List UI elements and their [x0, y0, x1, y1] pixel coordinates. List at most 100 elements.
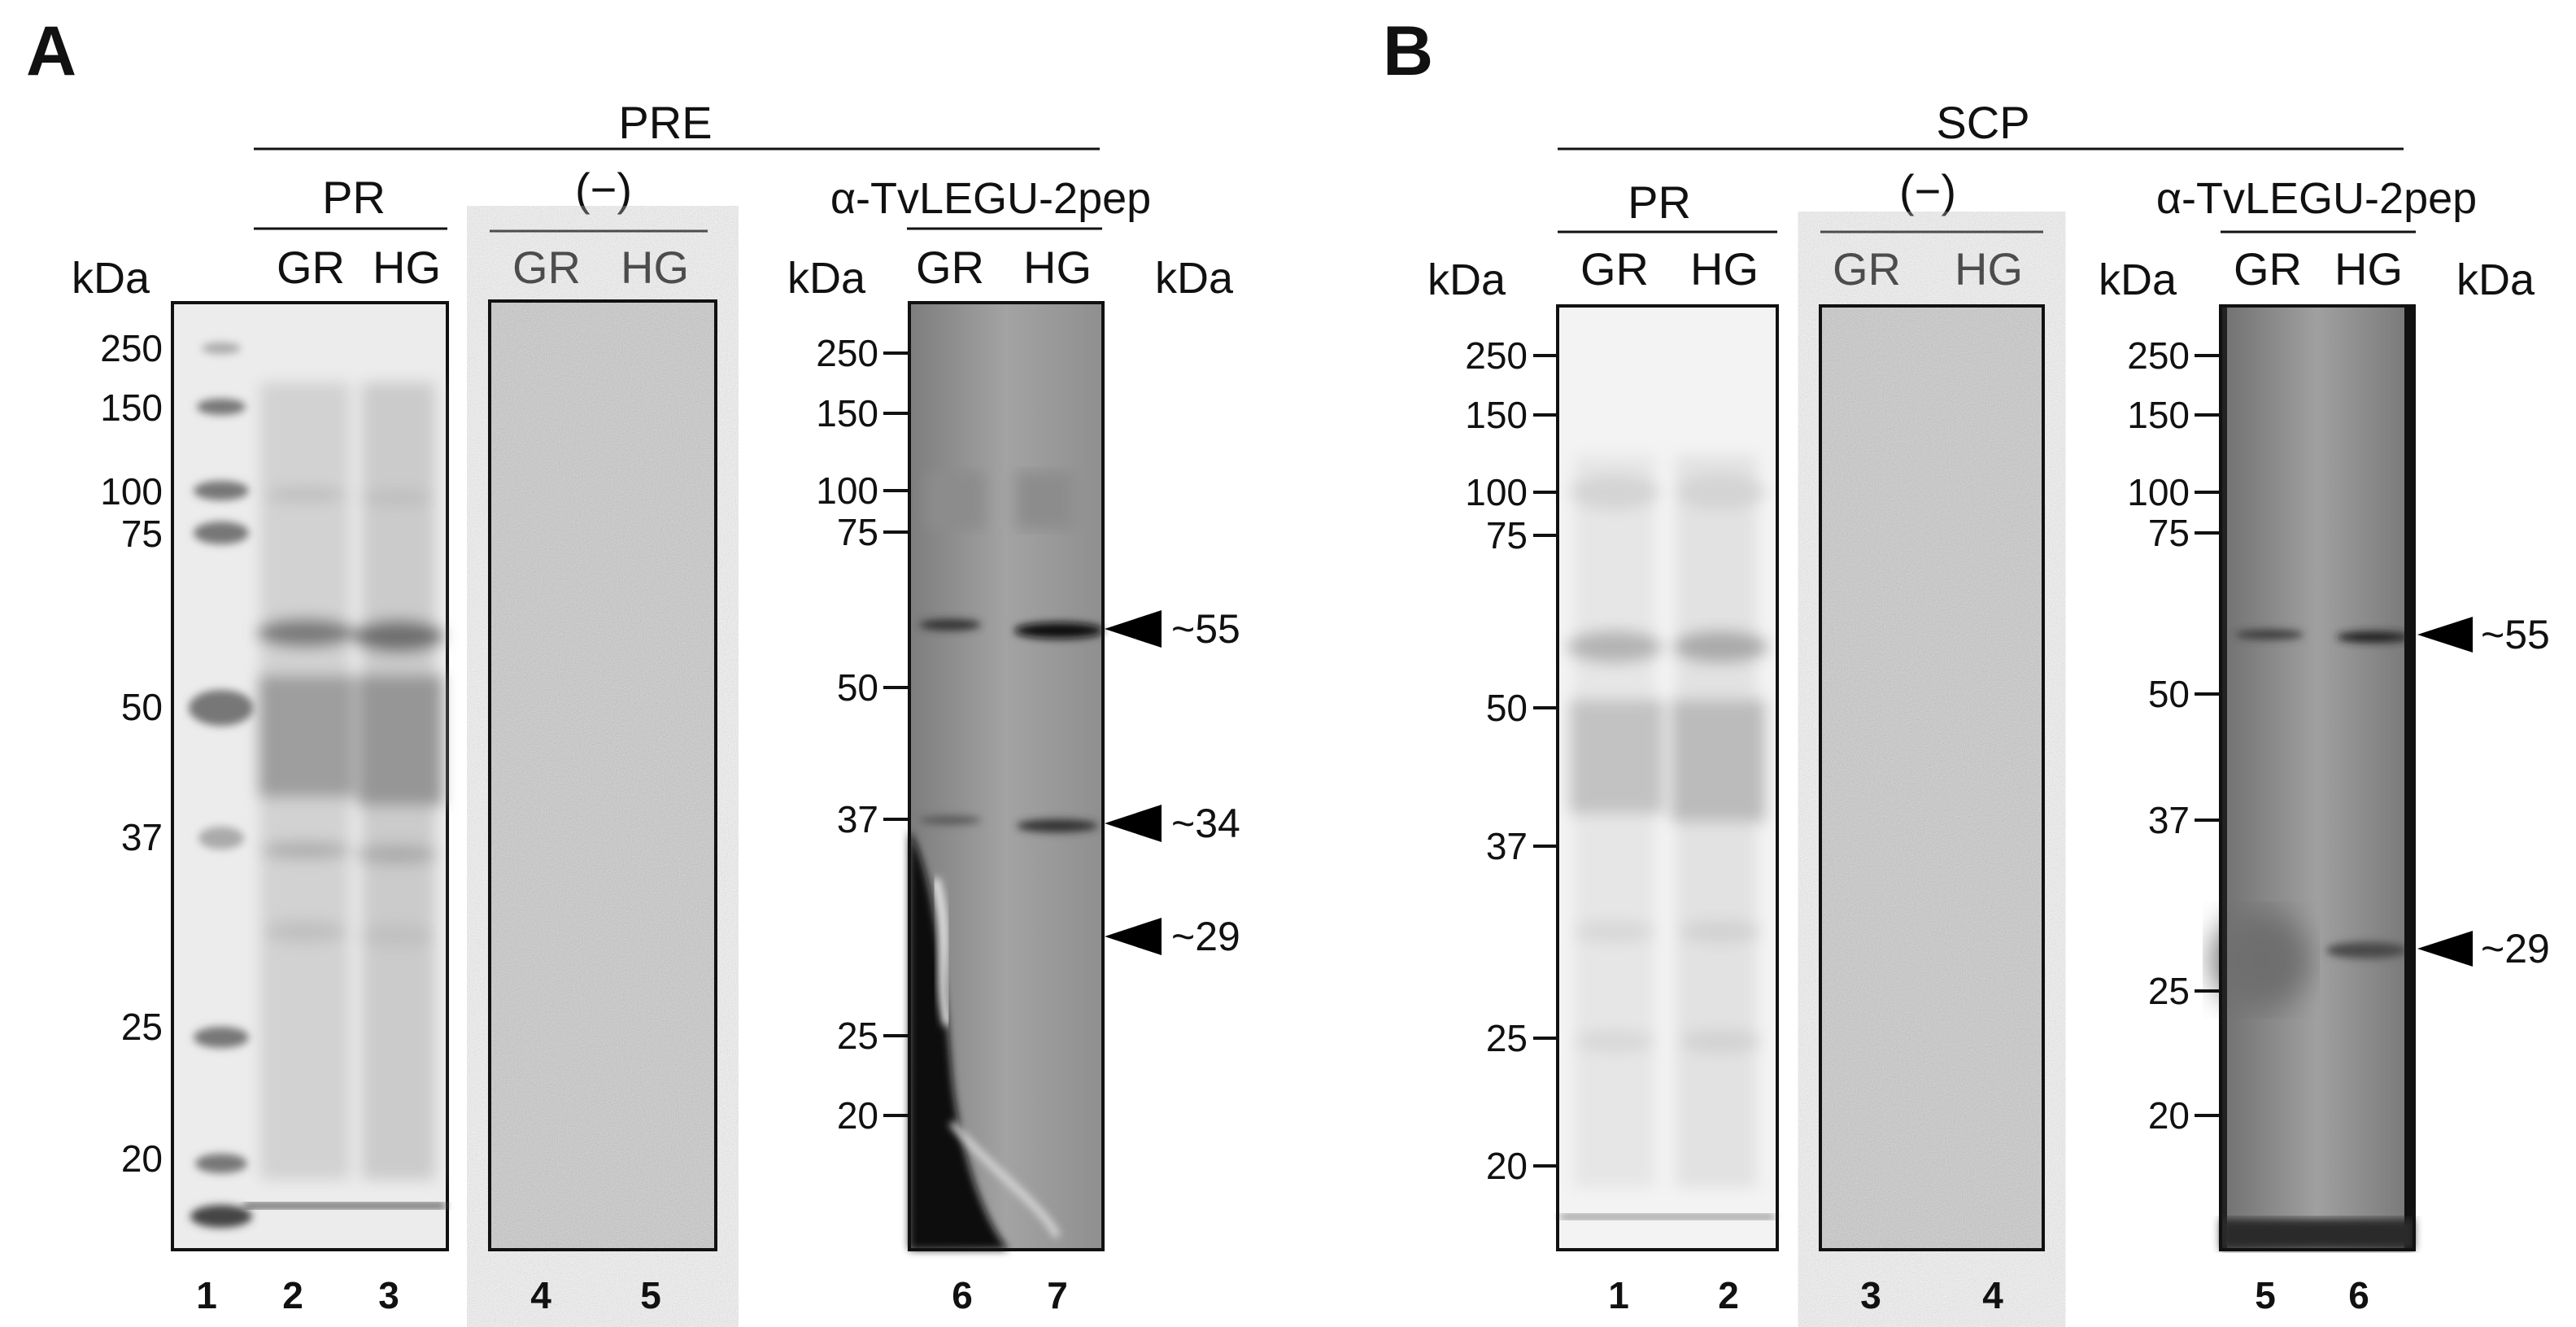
lane-number: 6	[2348, 1274, 2369, 1316]
lane-label-hg: HG	[1023, 242, 1092, 293]
blot-ladder-label-150: 150	[2127, 394, 2190, 436]
lane-label-gr: GR	[916, 242, 984, 293]
gel-ladder-b	[1533, 354, 1558, 1168]
lane-label-hg: HG	[2334, 243, 2403, 295]
lane-label-gr: GR	[2234, 243, 2302, 295]
lane-number: 3	[1860, 1274, 1881, 1316]
lane-number: 5	[2255, 1274, 2276, 1316]
pr-label-b: PR	[1628, 177, 1691, 228]
ladder-label-37: 37	[1486, 825, 1528, 867]
blot-ladder-label-100: 100	[816, 469, 878, 512]
blot-ladder-label-75: 75	[837, 511, 878, 553]
lane-number: 6	[952, 1274, 973, 1316]
ladder-label-20: 20	[121, 1137, 163, 1180]
panel-a: A PRE PR (−) α-TvLEGU-2pep GR HG GR HG G…	[26, 12, 1240, 1316]
lane-number: 7	[1047, 1274, 1068, 1316]
ladder-label-250: 250	[100, 327, 163, 369]
blot-ladder-label-250: 250	[816, 332, 878, 374]
band-size-label: ~55	[1171, 606, 1240, 652]
lane-number: 2	[1718, 1274, 1739, 1316]
lane-number: 2	[282, 1274, 303, 1316]
neg-label-b: (−)	[1899, 165, 1956, 216]
panel-b: B SCP PR (−) α-TvLEGU-2pep GR HG GR HG G…	[1383, 12, 2550, 1316]
group-title-pre: PRE	[618, 97, 712, 148]
ladder-label-75: 75	[121, 513, 163, 555]
blot-ladder-label-150: 150	[816, 392, 878, 434]
kda-label: kDa	[787, 254, 866, 303]
blot-ladder-label-250: 250	[2127, 334, 2190, 377]
kda-label: kDa	[1427, 255, 1506, 304]
blot-ladder-label-20: 20	[2148, 1094, 2190, 1137]
blot-ladder-label-20: 20	[837, 1094, 878, 1137]
gel-ladder-a: 250 150 100 75 50 37 25 20	[100, 327, 163, 1180]
ladder-label-20: 20	[1486, 1145, 1528, 1187]
lane-label-gr: GR	[512, 242, 581, 293]
blot-ladder-label-50: 50	[2148, 673, 2190, 715]
lane-number: 3	[378, 1274, 399, 1316]
blot-ladder-label-25: 25	[2148, 970, 2190, 1012]
lane-label-gr: GR	[1833, 243, 1901, 295]
kda-label: kDa	[72, 254, 150, 303]
neg-label-a: (−)	[575, 164, 632, 215]
blot-ladder-label-37: 37	[2148, 799, 2190, 841]
pr-label-a: PR	[322, 172, 386, 223]
blot-ladder-label-50: 50	[837, 666, 878, 709]
kda-label: kDa	[2099, 255, 2177, 304]
kda-label: kDa	[1155, 254, 1234, 303]
lane-numbers-b: 1 2 3 4 5 6	[1608, 1274, 2369, 1316]
band-size-label: ~29	[2481, 926, 2550, 971]
kda-label: kDa	[2456, 255, 2535, 304]
group-title-scp: SCP	[1936, 97, 2029, 148]
stained-gel-a	[171, 301, 449, 1251]
ladder-label-150: 150	[1465, 394, 1528, 436]
panel-letter-a: A	[26, 12, 76, 90]
blot-ladder-labels-a: 250 150 100 75 50 37 25 20	[816, 332, 878, 1137]
blot-ladder-a	[883, 351, 909, 1117]
lane-numbers-a: 1 2 3 4 5 6 7	[196, 1274, 1068, 1316]
arrowhead-icon	[2417, 617, 2473, 653]
blot-ladder-labels-b: 250 150 100 75 50 37 20	[2127, 334, 2190, 1137]
blot-ladder-label-100: 100	[2127, 471, 2190, 513]
ladder-label-25: 25	[121, 1006, 163, 1048]
ladder-label-100: 100	[1465, 471, 1528, 513]
blot-ladder-label-75: 75	[2148, 512, 2190, 554]
arrowhead-icon	[1105, 805, 1162, 842]
ladder-label-50: 50	[1486, 687, 1528, 729]
lane-label-hg: HG	[1955, 243, 2023, 295]
gel-ladder-labels-b: 250 150 100 75 50 37 25 20	[1465, 334, 1528, 1187]
arrowhead-icon	[1105, 918, 1162, 955]
blot-ladder-b	[2195, 354, 2221, 1117]
lane-label-hg: HG	[373, 242, 441, 293]
western-blot-a	[908, 301, 1105, 1251]
ladder-label-100: 100	[100, 470, 163, 513]
lane-number: 4	[530, 1274, 551, 1316]
panel-letter-b: B	[1383, 12, 1433, 90]
lane-number: 5	[640, 1274, 661, 1316]
lane-label-hg: HG	[1690, 243, 1759, 295]
antibody-label-a: α-TvLEGU-2pep	[830, 174, 1151, 223]
stained-gel-b	[1556, 304, 1779, 1251]
lane-number: 1	[196, 1274, 217, 1316]
lane-label-gr: GR	[1580, 243, 1649, 295]
lane-label-hg: HG	[621, 242, 689, 293]
lane-number: 4	[1982, 1274, 2003, 1316]
ladder-label-50: 50	[121, 686, 163, 728]
blot-ladder-25-b: 25	[2148, 970, 2221, 1012]
ladder-label-150: 150	[100, 386, 163, 429]
band-size-label: ~29	[1171, 914, 1240, 959]
ladder-label-37: 37	[121, 816, 163, 858]
western-blot-b	[2212, 304, 2416, 1251]
ladder-label-25: 25	[1486, 1017, 1528, 1059]
band-size-label: ~55	[2481, 612, 2550, 657]
lane-label-gr: GR	[277, 242, 345, 293]
negative-control-b	[1819, 304, 2045, 1251]
negative-control-a	[488, 299, 717, 1251]
lane-number: 1	[1608, 1274, 1629, 1316]
antibody-label-b: α-TvLEGU-2pep	[2156, 174, 2477, 223]
arrowhead-icon	[2417, 931, 2473, 967]
blot-ladder-label-37: 37	[837, 798, 878, 840]
arrowhead-icon	[1105, 610, 1162, 648]
ladder-label-250: 250	[1465, 334, 1528, 377]
band-size-label: ~34	[1171, 801, 1240, 846]
